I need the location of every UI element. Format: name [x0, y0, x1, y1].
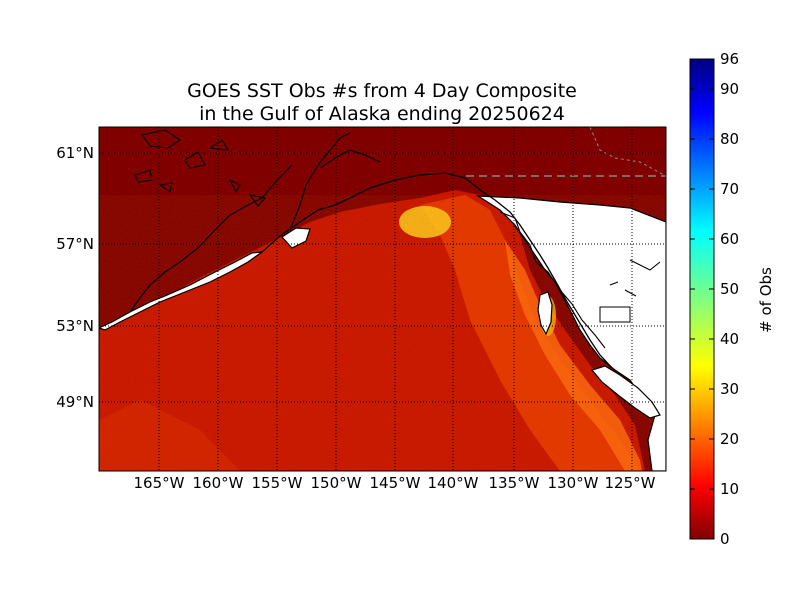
colorbar-tick-label: 80: [720, 130, 740, 148]
alaska-coastline: [261, 172, 613, 369]
lon-label-150w: 150°W: [310, 474, 362, 492]
lon-label-140w: 140°W: [427, 474, 479, 492]
lon-label-130w: 130°W: [547, 474, 599, 492]
colorbar-tick-label: 40: [720, 330, 740, 348]
colorbar-tick-label: 20: [720, 430, 740, 448]
boundary-line-north: [589, 127, 666, 177]
lon-label-145w: 145°W: [369, 474, 421, 492]
map-title-line-2: in the Gulf of Alaska ending 20250624: [199, 103, 565, 125]
lat-label-53: 53°N: [56, 317, 94, 335]
vancouver-island: [590, 365, 661, 419]
lat-label-61: 61°N: [56, 144, 94, 162]
colorbar-tick-label: 96: [720, 50, 740, 68]
colorbar-tick-label: 10: [720, 480, 740, 498]
colorbar: [689, 58, 715, 540]
map-area: [99, 127, 666, 471]
lon-label-125w: 125°W: [604, 474, 656, 492]
colorbar-ticks: [690, 58, 714, 540]
lon-label-160w: 160°W: [192, 474, 244, 492]
colorbar-tick-label: 0: [720, 530, 730, 548]
kodiak-island: [281, 227, 311, 249]
map-frame: [98, 126, 667, 472]
lon-label-165w: 165°W: [133, 474, 185, 492]
cook-inlet: [289, 132, 381, 231]
colorbar-tick-label: 90: [720, 80, 740, 98]
lon-label-155w: 155°W: [251, 474, 303, 492]
se-alaska-fjords: [499, 211, 661, 349]
inland-patch: [599, 306, 631, 323]
land-white-canada: [475, 195, 666, 471]
lon-label-135w: 135°W: [488, 474, 540, 492]
lat-label-57: 57°N: [56, 235, 94, 253]
graticule: [99, 127, 666, 471]
colorbar-tick-label: 60: [720, 230, 740, 248]
lat-label-49: 49°N: [56, 393, 94, 411]
alaska-lakes: [134, 129, 267, 207]
bristol-bay-coast: [129, 164, 293, 313]
colorbar-tick-label: 30: [720, 380, 740, 398]
colorbar-tick-label: 70: [720, 180, 740, 198]
haida-gwaii: [537, 291, 553, 336]
colorbar-axis-label: # of Obs: [757, 267, 775, 333]
colorbar-tick-label: 50: [720, 280, 740, 298]
map-title-line-1: GOES SST Obs #s from 4 Day Composite: [187, 80, 577, 102]
